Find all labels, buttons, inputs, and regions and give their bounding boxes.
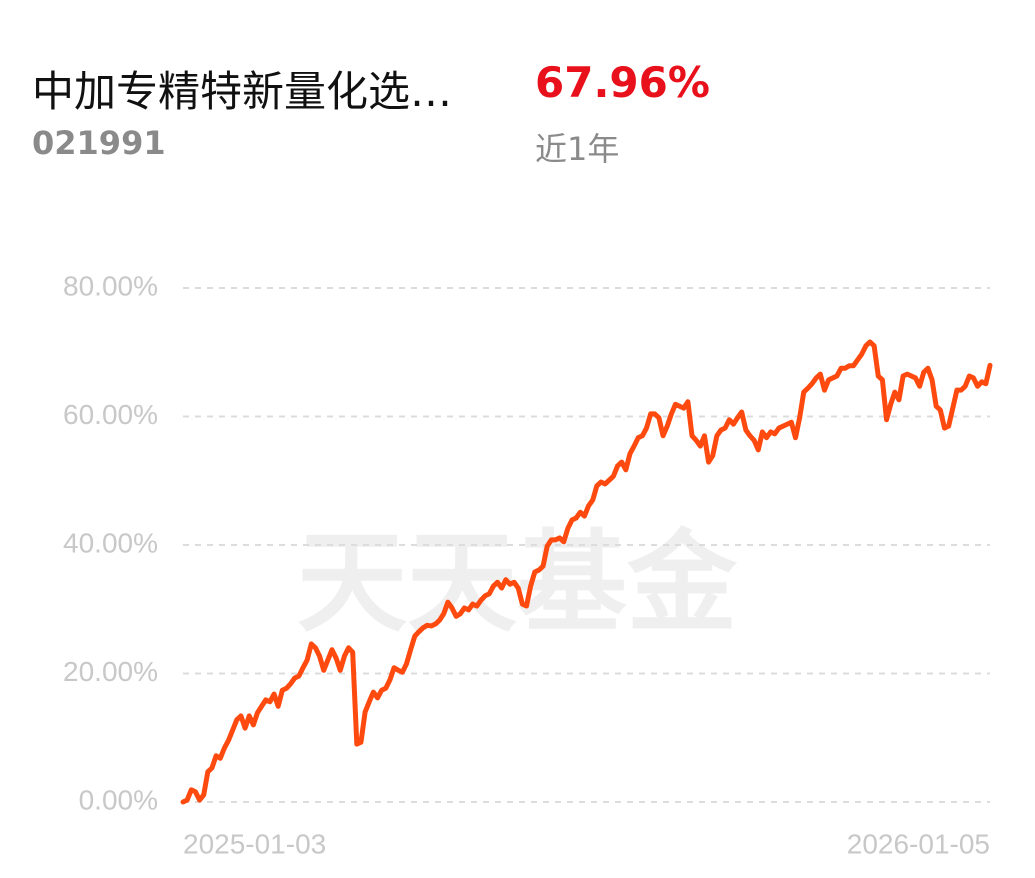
watermark: 天天基金 bbox=[297, 518, 738, 647]
y-tick-label: 40.00% bbox=[63, 527, 158, 558]
y-tick-label: 0.00% bbox=[79, 784, 158, 815]
period: 近1年 bbox=[535, 130, 620, 168]
y-tick-label: 60.00% bbox=[63, 399, 158, 430]
return: 67.96% bbox=[535, 58, 710, 107]
line bbox=[180, 339, 993, 805]
fund-name: 中加专精特新量化选… bbox=[32, 67, 453, 116]
x-tick-label: 2026-01-05 bbox=[847, 828, 990, 859]
y-tick-label: 20.00% bbox=[63, 656, 158, 687]
fund-code: 021991 bbox=[32, 124, 166, 162]
x-tick-label: 2025-01-03 bbox=[183, 828, 326, 859]
y-tick-label: 80.00% bbox=[63, 270, 158, 301]
